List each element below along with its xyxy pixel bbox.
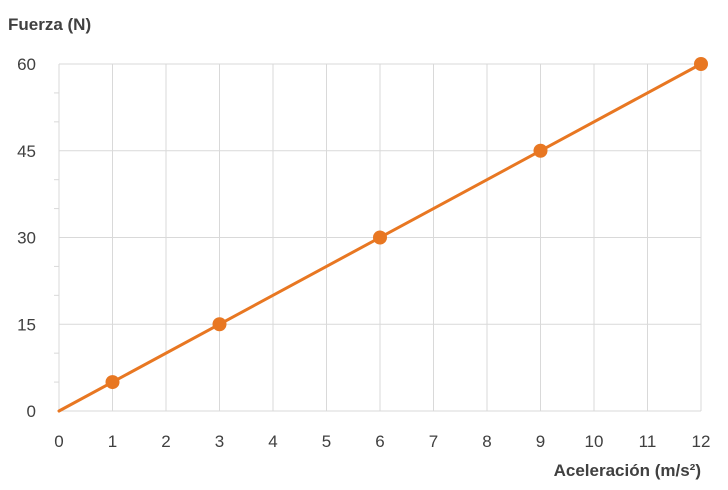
y-tick-label: 30 xyxy=(17,229,36,248)
x-tick-label: 3 xyxy=(215,432,224,451)
x-tick-label: 1 xyxy=(108,432,117,451)
y-tick-label: 45 xyxy=(17,142,36,161)
x-tick-label: 5 xyxy=(322,432,331,451)
data-series xyxy=(57,57,708,413)
x-tick-label: 2 xyxy=(161,432,170,451)
y-tick-label: 15 xyxy=(17,315,36,334)
data-point xyxy=(212,317,227,332)
x-tick-label: 10 xyxy=(585,432,604,451)
y-tick-label: 0 xyxy=(27,402,36,421)
x-axis-title: Aceleración (m/s²) xyxy=(554,461,701,480)
data-point xyxy=(105,375,120,390)
y-axis-title: Fuerza (N) xyxy=(8,15,91,34)
x-tick-label: 8 xyxy=(482,432,491,451)
x-tick-label: 4 xyxy=(268,432,277,451)
y-tick-label: 60 xyxy=(17,55,36,74)
x-tick-label: 11 xyxy=(639,432,657,451)
x-tick-label: 6 xyxy=(375,432,384,451)
data-point xyxy=(533,143,548,158)
data-point xyxy=(694,57,708,71)
x-tick-label: 0 xyxy=(54,432,63,451)
x-tick-label: 7 xyxy=(429,432,438,451)
axes xyxy=(54,64,701,412)
data-point xyxy=(373,230,387,245)
x-tick-label: 9 xyxy=(536,432,545,451)
x-tick-label: 12 xyxy=(692,432,711,451)
